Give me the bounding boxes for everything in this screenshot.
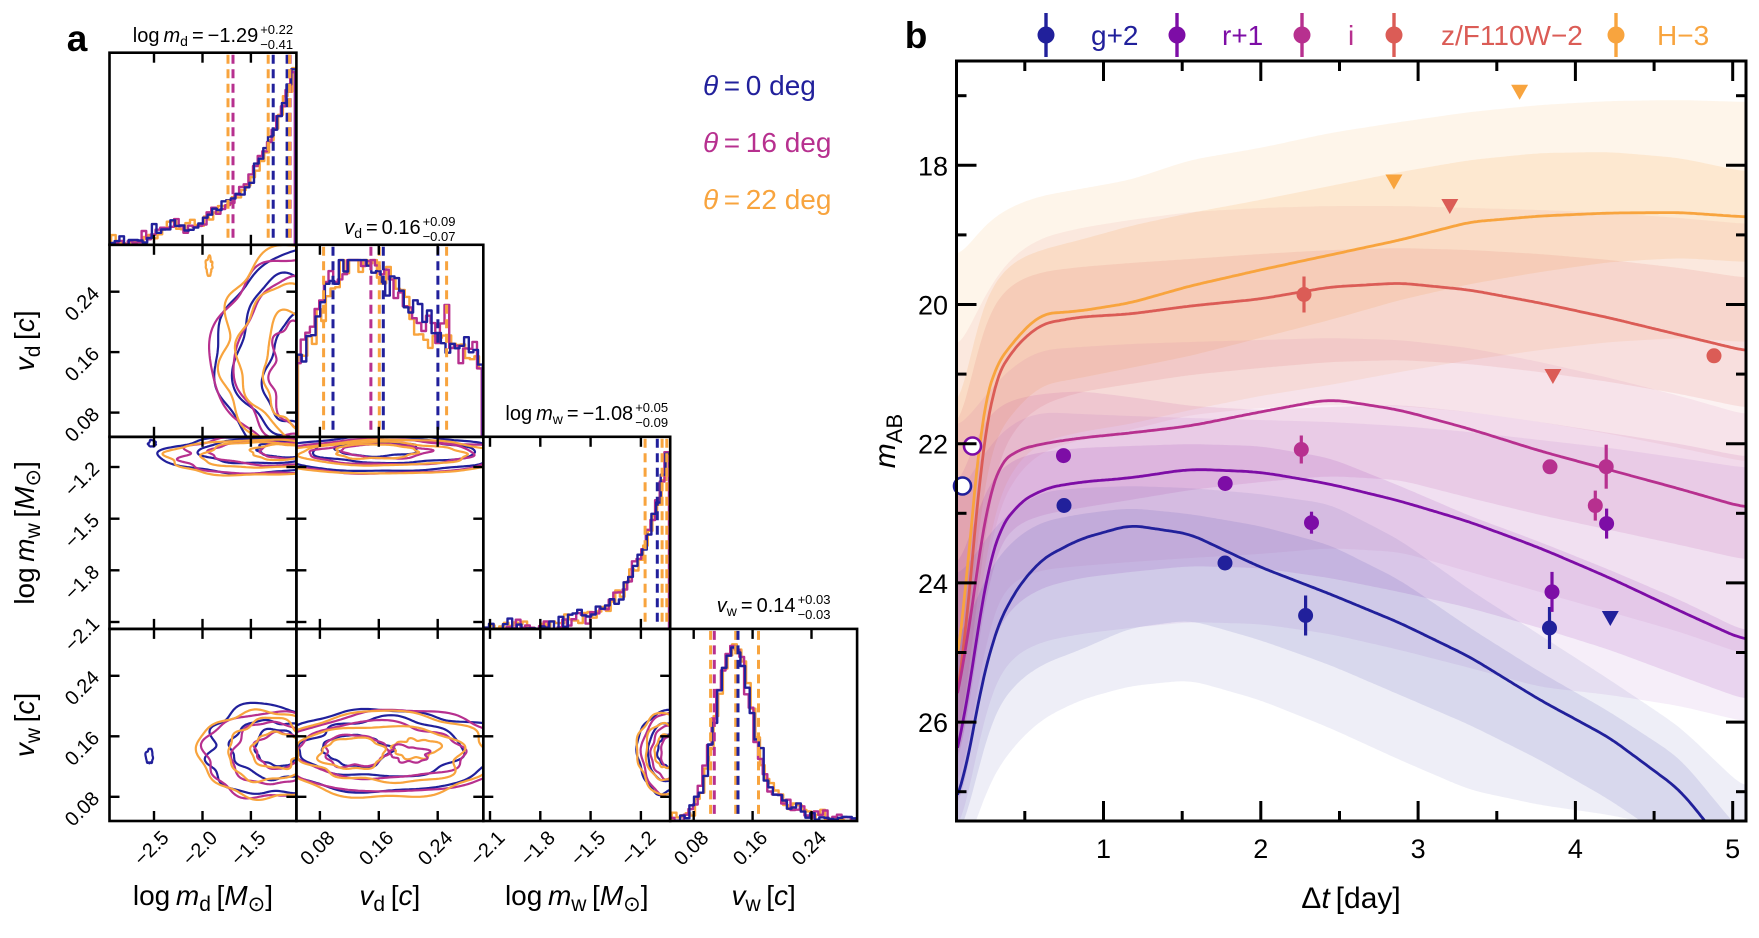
svg-text:log md [M⊙]: log md [M⊙]: [133, 880, 273, 916]
svg-text:vw [c]: vw [c]: [9, 693, 45, 757]
svg-text:+0.09: +0.09: [423, 214, 456, 229]
svg-text:log mw = −1.08: log mw = −1.08: [505, 403, 633, 427]
svg-text:H−3: H−3: [1657, 20, 1709, 51]
svg-text:−0.07: −0.07: [423, 229, 456, 244]
svg-text:5: 5: [1725, 834, 1740, 864]
svg-text:a: a: [67, 18, 88, 59]
svg-text:b: b: [905, 15, 928, 56]
svg-text:θ = 22 deg: θ = 22 deg: [703, 184, 831, 215]
svg-text:vd [c]: vd [c]: [9, 310, 45, 371]
svg-text:log md = −1.29: log md = −1.29: [133, 25, 258, 49]
svg-text:mAB: mAB: [869, 414, 907, 468]
svg-text:−0.03: −0.03: [798, 607, 831, 622]
svg-text:r+1: r+1: [1222, 20, 1263, 51]
svg-text:+0.03: +0.03: [798, 592, 831, 607]
svg-text:θ = 0 deg: θ = 0 deg: [703, 70, 816, 101]
svg-text:+0.05: +0.05: [635, 400, 668, 415]
svg-text:vd [c]: vd [c]: [359, 880, 420, 916]
svg-text:−0.09: −0.09: [635, 415, 668, 430]
svg-text:g+2: g+2: [1091, 20, 1139, 51]
svg-text:26: 26: [918, 708, 948, 738]
svg-text:θ = 16 deg: θ = 16 deg: [703, 127, 831, 158]
svg-text:log mw [M⊙]: log mw [M⊙]: [505, 880, 649, 916]
svg-text:24: 24: [918, 569, 948, 599]
svg-text:2: 2: [1253, 834, 1268, 864]
svg-text:vd = 0.16: vd = 0.16: [344, 217, 420, 241]
svg-text:−0.41: −0.41: [260, 37, 293, 52]
svg-text:Δt [day]: Δt [day]: [1301, 882, 1400, 915]
svg-text:22: 22: [918, 430, 948, 460]
svg-text:20: 20: [918, 291, 948, 321]
svg-text:3: 3: [1411, 834, 1426, 864]
svg-text:4: 4: [1568, 834, 1583, 864]
svg-text:i: i: [1348, 20, 1354, 51]
svg-text:18: 18: [918, 151, 948, 181]
svg-text:z/F110W−2: z/F110W−2: [1441, 20, 1583, 51]
svg-text:vw = 0.14: vw = 0.14: [717, 595, 796, 619]
svg-text:log mw [M⊙]: log mw [M⊙]: [9, 461, 45, 605]
svg-text:1: 1: [1096, 834, 1111, 864]
svg-text:vw [c]: vw [c]: [731, 880, 795, 916]
svg-text:+0.22: +0.22: [260, 22, 293, 37]
